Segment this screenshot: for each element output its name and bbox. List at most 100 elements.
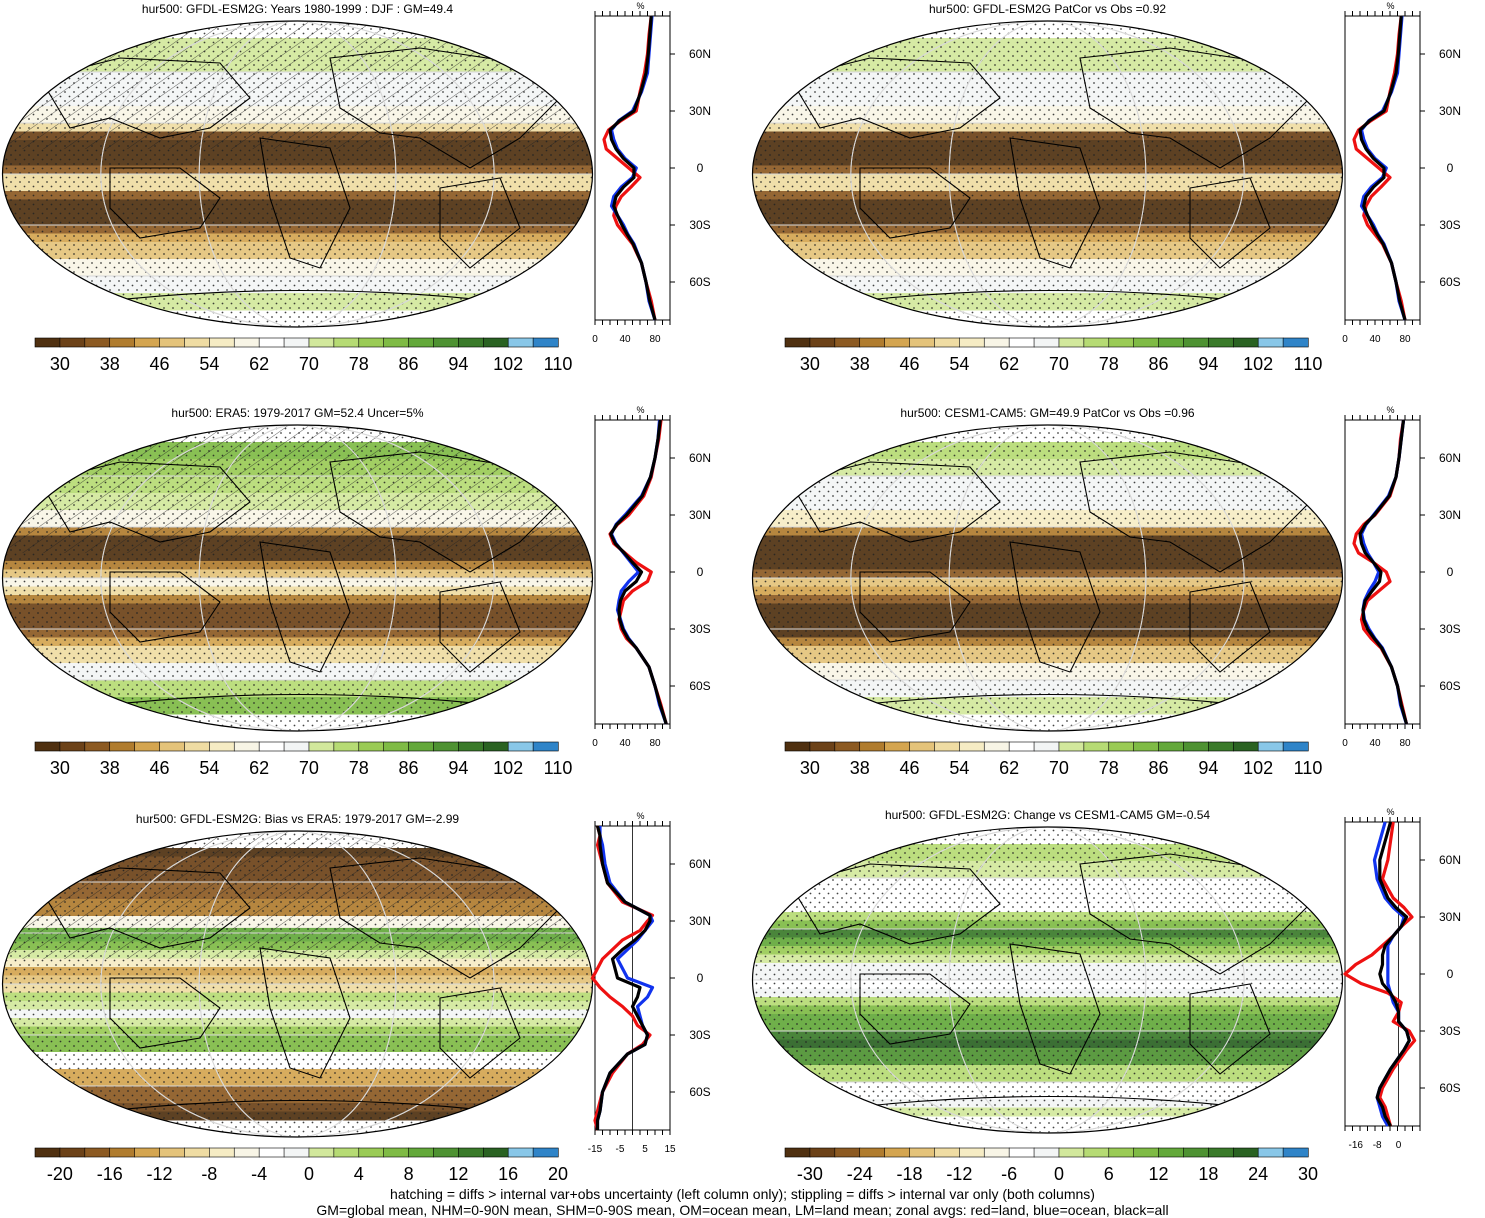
profile-y-tick-label: 30N (689, 508, 711, 522)
colorbar: -30 -24 -18 -12 -6 0 6 12 18 24 30 (784, 1147, 1318, 1184)
colorbar: 30 38 46 54 62 70 78 86 94 102 110 (784, 741, 1322, 778)
colorbar-swatch (358, 1147, 385, 1158)
colorbar-swatch (258, 1147, 285, 1158)
colorbar-swatch (1083, 1147, 1110, 1158)
colorbar-tick-label: 78 (349, 758, 369, 778)
colorbar-tick-label: -16 (97, 1164, 123, 1184)
coastline (439, 987, 521, 1079)
colorbar-tick-label: -20 (47, 1164, 73, 1184)
colorbar-swatch (834, 741, 861, 752)
colorbar-swatch (383, 741, 410, 752)
colorbar-swatch (1108, 741, 1135, 752)
profile-x-tick-label: -16 (1348, 1140, 1363, 1151)
colorbar-swatch (308, 741, 335, 752)
colorbar-swatch (408, 337, 435, 348)
profile-y-tick-label: 60S (1439, 275, 1460, 289)
map-border (751, 826, 1344, 1134)
colorbar-tick-label: 94 (448, 758, 468, 778)
graticule-meridian (850, 425, 1245, 731)
coastline (839, 1095, 1261, 1110)
coastline (329, 451, 561, 573)
profile-x-tick-label: -15 (588, 1144, 603, 1155)
colorbar-tick-label: 38 (850, 354, 870, 374)
zonal-profile: % 0 40 80 60N 30N 0 30S 60S (1342, 405, 1461, 749)
colorbar-swatch (184, 741, 210, 752)
profile-y-tick-label: 30N (689, 104, 711, 118)
profile-y-tick-label: 30S (1439, 218, 1460, 232)
profile-unit-label: % (1386, 405, 1394, 415)
map-plot (751, 826, 1344, 1134)
profile-line-all (1358, 15, 1407, 321)
zonal-profile: % 0 40 80 60N 30N 0 30S 60S (1342, 1, 1461, 345)
coastline (89, 1099, 511, 1114)
colorbar-swatch (408, 1147, 435, 1158)
coastline (1009, 137, 1101, 269)
colorbar-swatch (1083, 741, 1110, 752)
colorbar-swatch (909, 1147, 936, 1158)
colorbar-tick-label: 94 (1198, 758, 1218, 778)
colorbar-swatch (433, 1147, 459, 1158)
profile-line-all (608, 15, 657, 321)
colorbar-swatch (909, 337, 936, 348)
colorbar-swatch (1133, 741, 1160, 752)
profile-line-all (595, 825, 652, 1130)
profile-x-tick-label: 40 (619, 334, 631, 345)
colorbar-tick-label: 94 (1198, 354, 1218, 374)
footer-line-1: hatching = diffs > internal var+obs unce… (390, 1186, 1095, 1202)
map-plot (1, 424, 594, 732)
profile-y-tick-label: 60N (689, 451, 711, 465)
colorbar-swatch (934, 1147, 960, 1158)
coastline (1009, 943, 1101, 1075)
colorbar-tick-label: -30 (797, 1164, 823, 1184)
coastline (89, 289, 511, 304)
colorbar-swatch (308, 337, 335, 348)
colorbar-swatch (1257, 337, 1284, 348)
profile-y-tick-label: 60N (689, 857, 711, 871)
colorbar-swatch (358, 741, 385, 752)
colorbar-swatch (1033, 337, 1060, 348)
colorbar-swatch (233, 1147, 260, 1158)
profile-y-tick-label: 30S (689, 622, 710, 636)
colorbar-swatch (809, 1147, 836, 1158)
hatching (2, 831, 593, 960)
profile-y-tick-label: 60S (1439, 1081, 1460, 1095)
map-title: hur500: ERA5: 1979-2017 GM=52.4 Uncer=5% (171, 406, 424, 420)
colorbar-swatch (283, 741, 310, 752)
colorbar-tick-label: 30 (800, 758, 820, 778)
colorbar-swatch (1257, 1147, 1284, 1158)
colorbar-tick-label: 0 (1054, 1164, 1064, 1184)
colorbar-swatch (1133, 1147, 1160, 1158)
profile-frame (594, 419, 671, 725)
colorbar-swatch (1058, 337, 1085, 348)
colorbar-swatch (34, 337, 61, 348)
colorbar-tick-label: 102 (493, 758, 523, 778)
colorbar-tick-label: 4 (354, 1164, 364, 1184)
profile-y-tick-label: 60N (1439, 853, 1461, 867)
coastline (859, 167, 971, 239)
colorbar-swatch (959, 337, 985, 348)
colorbar-tick-label: 12 (1149, 1164, 1169, 1184)
colorbar-swatch (233, 741, 260, 752)
colorbar-swatch (1183, 741, 1209, 752)
colorbar-swatch (1058, 1147, 1085, 1158)
colorbar-swatch (1083, 337, 1110, 348)
colorbar-tick-label: 18 (1198, 1164, 1218, 1184)
profile-y-tick-label: 30N (1439, 104, 1461, 118)
colorbar-tick-label: 38 (850, 758, 870, 778)
coastline (39, 867, 251, 949)
colorbar-swatch (408, 741, 435, 752)
graticule-meridian (850, 827, 1245, 1133)
colorbar-tick-label: 46 (900, 758, 920, 778)
colorbar-swatch (34, 1147, 61, 1158)
coastline (859, 571, 971, 643)
colorbar-tick-label: 30 (50, 758, 70, 778)
colorbar-swatch (1108, 337, 1135, 348)
colorbar-swatch (159, 741, 186, 752)
map-title: hur500: GFDL-ESM2G: Years 1980-1999 : DJ… (141, 2, 454, 16)
profile-x-tick-label: 0 (592, 334, 598, 345)
profile-x-tick-label: 80 (1399, 738, 1411, 749)
profile-unit-label: % (636, 405, 644, 415)
profile-y-tick-label: 0 (697, 161, 704, 175)
graticule-meridian (100, 21, 495, 327)
profile-line-all (1358, 419, 1409, 725)
